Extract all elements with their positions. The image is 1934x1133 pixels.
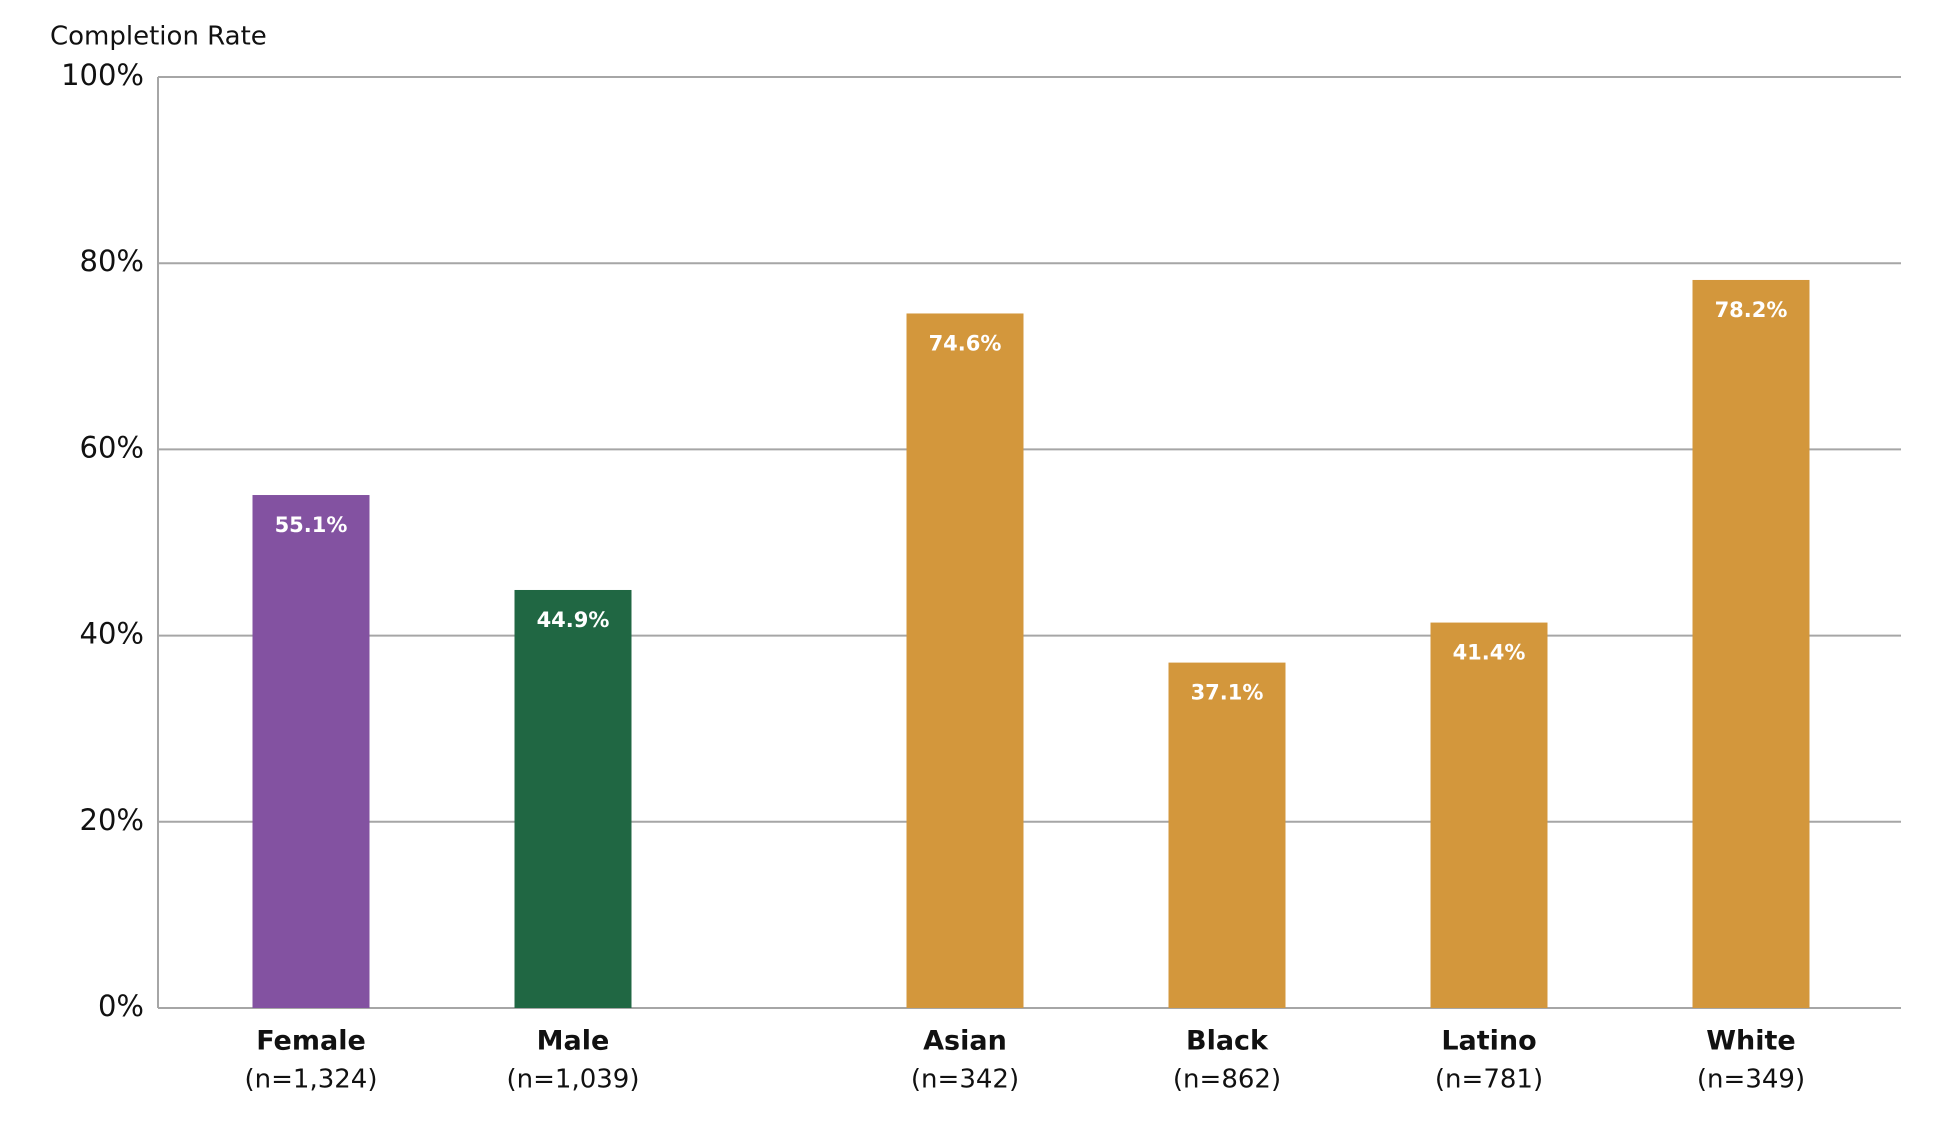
value-label: 41.4%	[1453, 641, 1526, 665]
x-tick-note: (n=1,324)	[245, 1065, 378, 1095]
bar	[1430, 622, 1548, 1008]
y-tick-label: 60%	[80, 430, 144, 464]
x-tick-note: (n=781)	[1435, 1065, 1543, 1095]
bar	[1692, 279, 1810, 1008]
y-tick-label: 40%	[80, 617, 144, 651]
value-label: 78.2%	[1715, 298, 1788, 322]
y-tick-label: 20%	[80, 803, 144, 837]
bar	[1168, 662, 1286, 1008]
value-label: 55.1%	[275, 513, 348, 537]
x-tick-label: White	[1706, 1026, 1795, 1057]
x-tick-note: (n=342)	[911, 1065, 1019, 1095]
bar	[906, 313, 1024, 1008]
x-tick-label: Male	[537, 1026, 610, 1057]
x-tick-note: (n=862)	[1173, 1065, 1281, 1095]
x-tick-label: Latino	[1441, 1026, 1536, 1057]
y-tick-label: 80%	[80, 244, 144, 278]
value-label: 74.6%	[929, 331, 1002, 355]
x-tick-label: Asian	[923, 1026, 1007, 1057]
x-tick-label: Female	[256, 1026, 366, 1057]
x-tick-note: (n=349)	[1697, 1065, 1805, 1095]
value-label: 44.9%	[537, 608, 610, 632]
bar	[252, 495, 370, 1008]
x-tick-label: Black	[1186, 1026, 1269, 1057]
value-label: 37.1%	[1191, 681, 1264, 705]
bar	[514, 589, 632, 1008]
y-axis-label: Completion Rate	[50, 22, 267, 52]
y-tick-label: 100%	[61, 58, 144, 92]
y-tick-label: 0%	[98, 989, 144, 1023]
x-tick-note: (n=1,039)	[507, 1065, 640, 1095]
